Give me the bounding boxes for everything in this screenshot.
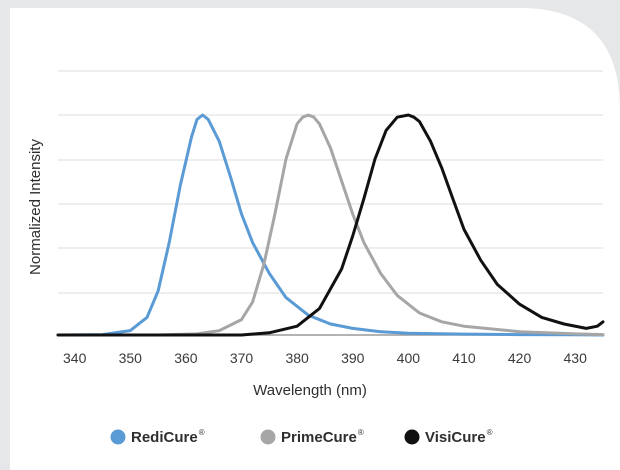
legend-label: RediCure: [131, 429, 198, 446]
card-background: [10, 8, 620, 470]
x-tick-labels: 340 350 360 370 380 390 400 410 420 430: [63, 350, 587, 366]
series-line-visicure: [56, 113, 605, 337]
legend-item-visicure: VisiCure ®: [404, 428, 493, 446]
legend-item-primecure: PrimeCure ®: [260, 428, 364, 446]
x-tick-label: 350: [119, 350, 143, 366]
registered-mark: ®: [487, 428, 493, 437]
series-line-primecure: [56, 113, 605, 337]
x-tick-label: 380: [285, 350, 309, 366]
x-tick-label: 420: [508, 350, 532, 366]
x-tick-label: 370: [230, 350, 254, 366]
registered-mark: ®: [358, 428, 364, 437]
x-tick-label: 360: [174, 350, 198, 366]
x-tick-label: 400: [397, 350, 421, 366]
legend-marker: [110, 429, 126, 445]
series-line-redicure: [56, 113, 605, 337]
x-tick-label: 430: [564, 350, 588, 366]
legend-item-redicure: RediCure ®: [110, 428, 205, 446]
legend-marker: [260, 429, 276, 445]
x-axis-title: Wavelength (nm): [253, 382, 367, 399]
legend-label: PrimeCure: [281, 429, 357, 446]
x-tick-label: 410: [452, 350, 476, 366]
legend-label: VisiCure: [425, 429, 486, 446]
legend: RediCure ® PrimeCure ® VisiCure ®: [110, 428, 493, 446]
series-group: [56, 113, 605, 337]
y-axis-title: Normalized Intensity: [27, 139, 44, 275]
legend-marker: [404, 429, 420, 445]
x-tick-label: 390: [341, 350, 365, 366]
x-tick-label: 340: [63, 350, 87, 366]
registered-mark: ®: [199, 428, 205, 437]
